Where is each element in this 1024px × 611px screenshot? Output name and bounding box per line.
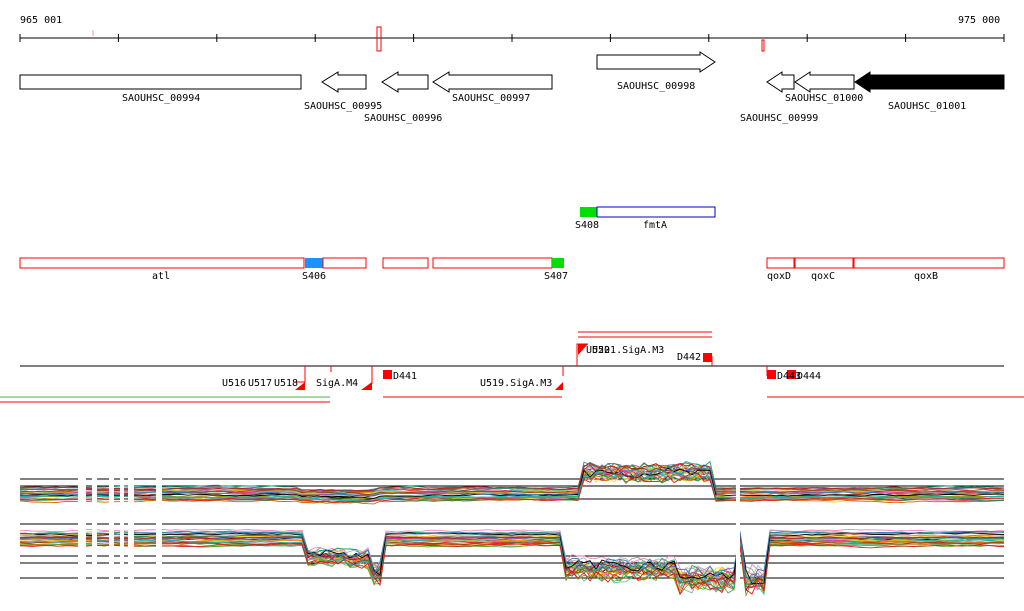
terminator-D443[interactable]	[767, 370, 776, 379]
terminator-D441[interactable]	[383, 370, 392, 379]
gene-SAOUHSC_00999[interactable]: SAOUHSC_00999	[740, 71, 818, 124]
terminator-D442[interactable]	[703, 353, 712, 362]
expression-curve	[19, 540, 1005, 591]
gene-label: SAOUHSC_00999	[740, 113, 818, 124]
expression-curve	[19, 473, 1005, 505]
expression-curve	[19, 464, 1005, 496]
expression-curves-lower	[19, 528, 1005, 598]
gene-SAOUHSC_01001[interactable]: SAOUHSC_01001	[854, 71, 1005, 112]
expression-curve	[19, 542, 1004, 594]
annotation-qoxC[interactable]	[794, 257, 854, 269]
annotation-label: qoxD	[767, 271, 791, 282]
gene-label: SAOUHSC_00996	[364, 113, 442, 124]
ruler-end-label: 975 000	[958, 15, 1000, 26]
feature-label: D442	[677, 352, 701, 363]
gene-SAOUHSC_00996[interactable]: SAOUHSC_00996	[364, 71, 442, 124]
expression-curve	[19, 530, 1005, 583]
expression-curve	[20, 467, 1005, 499]
promoter-marker	[295, 382, 305, 390]
gene-label: SAOUHSC_00997	[452, 93, 530, 104]
annotation-label: S406	[302, 271, 326, 282]
gene-SAOUHSC_01000[interactable]: SAOUHSC_01000	[785, 71, 863, 104]
annotation-label: S407	[544, 271, 568, 282]
gene-label: SAOUHSC_00995	[304, 101, 382, 112]
gene-track: SAOUHSC_00994 SAOUHSC_00995 SAOUHSC_0099…	[19, 51, 1005, 124]
expression-curve	[19, 539, 1005, 591]
annotation-label: qoxB	[914, 271, 938, 282]
gene-SAOUHSC_00997[interactable]: SAOUHSC_00997	[432, 71, 553, 104]
feature-label: D441	[393, 371, 417, 382]
feature-label: U517	[248, 378, 272, 389]
promoter-marker	[578, 344, 588, 355]
annotation-S406[interactable]	[305, 258, 323, 268]
feature-label: U521.SigA.M3	[592, 345, 664, 356]
annotation-label: qoxC	[811, 271, 835, 282]
transcript-label: S408	[575, 220, 599, 231]
feature-label: U520	[586, 345, 610, 356]
annotation-atl[interactable]	[19, 257, 305, 269]
expression-curve	[19, 543, 1005, 596]
gene-label: SAOUHSC_01000	[785, 93, 863, 104]
expression-curve	[19, 462, 1005, 492]
expression-curve	[19, 541, 1005, 592]
expression-curve	[19, 470, 1005, 502]
transcript-label: fmtA	[643, 220, 667, 231]
expression-curve	[19, 528, 1005, 581]
expression-curves-upper	[19, 460, 1005, 505]
expression-curve	[19, 542, 1005, 591]
expression-curve	[19, 465, 1005, 497]
feature-label: U519.SigA.M3	[480, 378, 552, 389]
feature-label: SigA.M4	[316, 378, 358, 389]
ruler-start-label: 965 001	[20, 15, 62, 26]
gene-SAOUHSC_00998[interactable]: SAOUHSC_00998	[596, 51, 716, 92]
annotation-segment[interactable]	[322, 257, 367, 269]
gene-SAOUHSC_00995[interactable]: SAOUHSC_00995	[304, 71, 382, 112]
annotation-track: atl S406 S407 qoxD qoxC qoxB	[19, 257, 1005, 282]
feature-label: D443	[777, 371, 801, 382]
feature-label: U516	[222, 378, 246, 389]
gene-label: SAOUHSC_01001	[888, 101, 966, 112]
ruler-ticks	[19, 34, 1005, 42]
expression-track	[19, 460, 1005, 598]
gene-label: SAOUHSC_00998	[617, 81, 695, 92]
promoter-marker	[555, 382, 563, 390]
annotation-S407[interactable]	[552, 258, 564, 268]
terminator-D444[interactable]	[787, 370, 796, 379]
expression-curve	[20, 539, 1005, 589]
expression-curve	[19, 544, 1005, 598]
feature-track: U516 U517 U518 SigA.M4 D441 U519.SigA.M3…	[0, 331, 1024, 403]
promoter-marker	[361, 382, 372, 390]
gene-SAOUHSC_00994[interactable]: SAOUHSC_00994	[19, 74, 302, 104]
transcript-fmtA[interactable]	[596, 206, 716, 218]
annotation-qoxB[interactable]	[853, 257, 1005, 269]
transcript-track: S408 fmtA	[575, 206, 716, 231]
transcript-S408[interactable]	[580, 207, 597, 217]
feature-label: U518	[274, 378, 298, 389]
expression-curve	[19, 543, 1005, 596]
expression-gaps	[78, 470, 740, 595]
gene-label: SAOUHSC_00994	[122, 93, 200, 104]
expression-curve	[19, 536, 1005, 585]
feature-label: D444	[797, 371, 821, 382]
expression-curve	[19, 472, 1005, 504]
ruler-marker	[761, 39, 765, 52]
annotation-qoxD[interactable]	[766, 257, 795, 269]
expression-curve	[19, 471, 1005, 502]
expression-curve	[19, 532, 1005, 585]
annotation-segment[interactable]	[382, 257, 429, 269]
annotation-label: atl	[152, 271, 170, 282]
annotation-segment[interactable]	[432, 257, 553, 269]
coordinate-ruler: 965 001 975 000	[19, 15, 1005, 52]
ruler-marker	[376, 26, 382, 52]
ruler-marker	[92, 30, 94, 36]
